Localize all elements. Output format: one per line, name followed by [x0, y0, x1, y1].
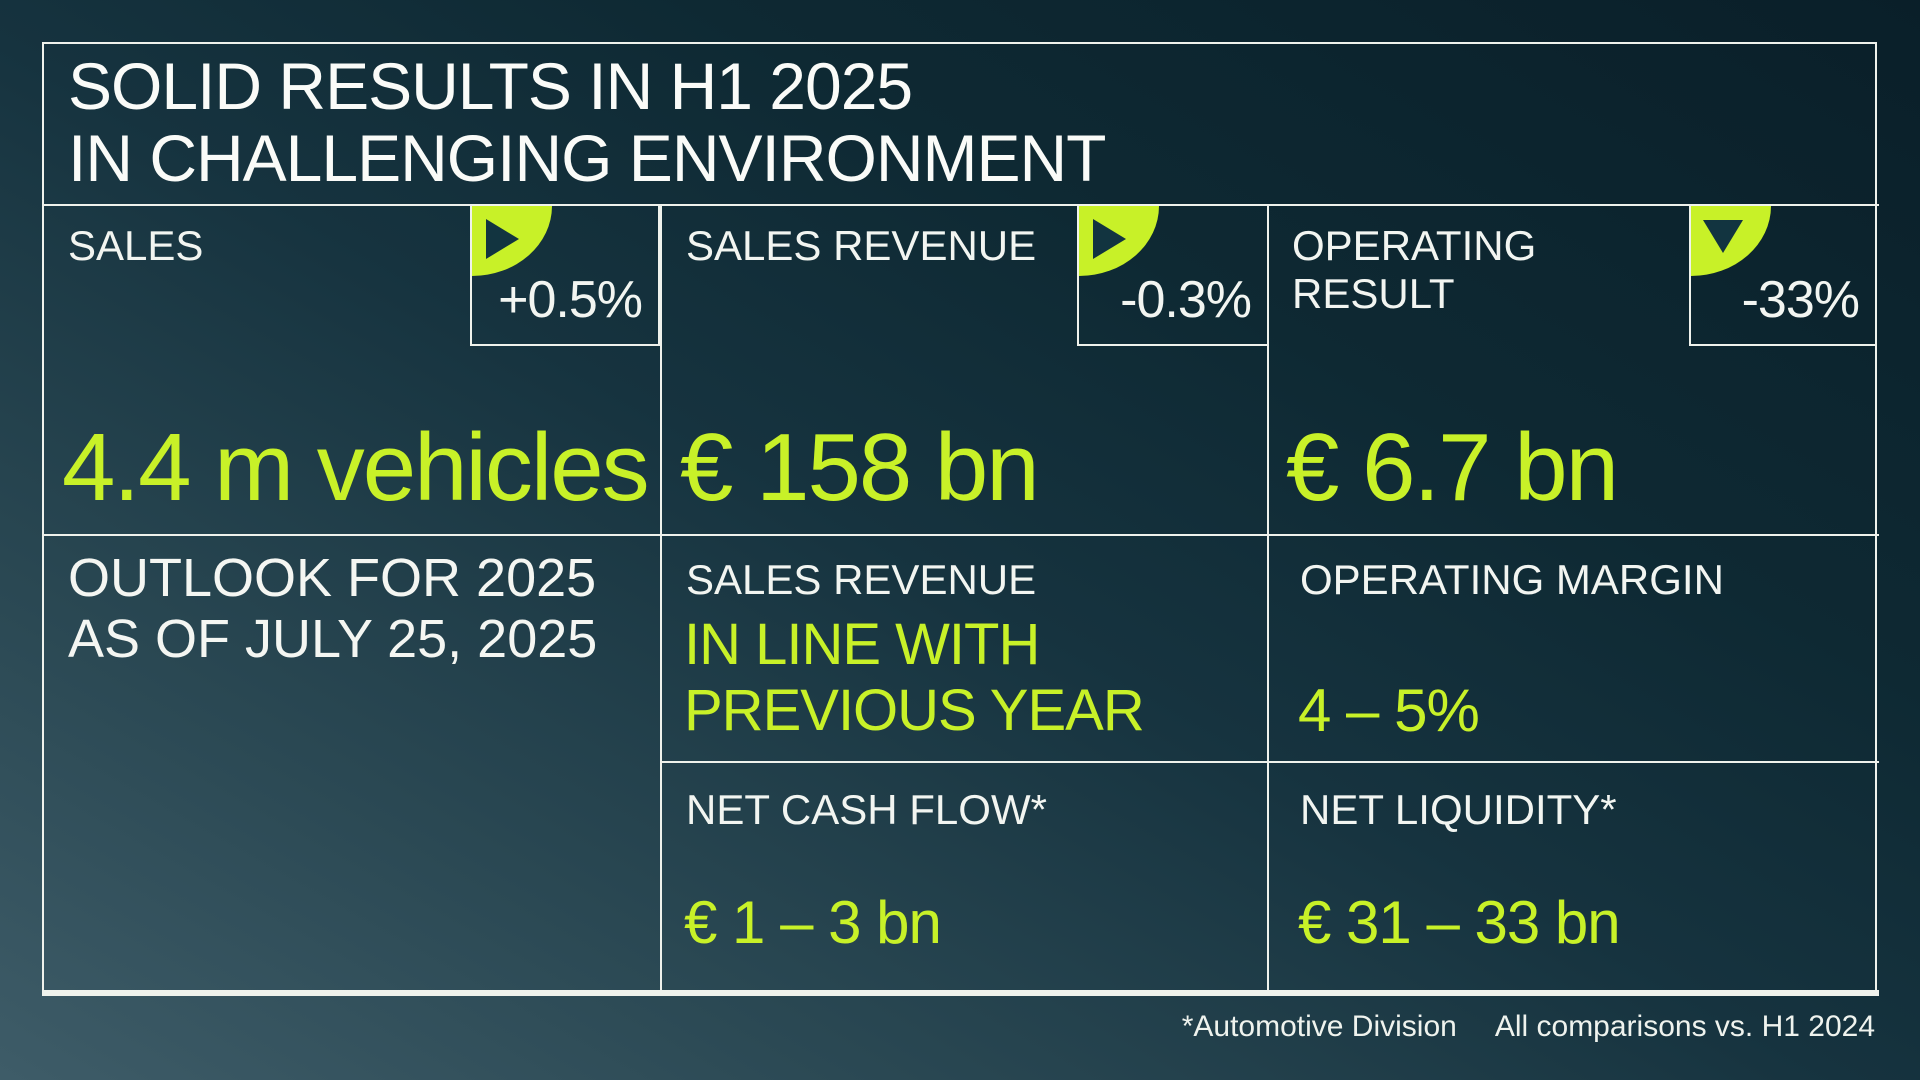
badge-corner-shape [1079, 206, 1159, 276]
outlook-label: NET LIQUIDITY* [1300, 786, 1617, 833]
outlook-value: 4 – 5% [1298, 677, 1480, 744]
outlook-label: SALES REVENUE [686, 556, 1037, 603]
kpi-label: OPERATING RESULT [1292, 222, 1537, 317]
change-badge: -33% [1689, 204, 1877, 346]
outlook-label: NET CASH FLOW* [686, 786, 1047, 833]
slide-title-line1: SOLID RESULTS IN H1 2025 [68, 49, 913, 123]
divider-row2-row3 [660, 761, 1879, 763]
outlook-label: OPERATING MARGIN [1300, 556, 1724, 603]
outlook-heading: OUTLOOK FOR 2025 AS OF JULY 25, 2025 [68, 548, 597, 670]
kpi-value: 4.4 m vehicles [62, 414, 650, 521]
change-badge: -0.3% [1077, 204, 1269, 346]
slide-title-line2: IN CHALLENGING ENVIRONMENT [68, 121, 1106, 195]
change-value: +0.5% [498, 271, 643, 329]
kpi-value: € 158 bn [680, 414, 1040, 521]
footnotes: *Automotive Division All comparisons vs.… [1182, 1010, 1875, 1044]
slide-title: SOLID RESULTS IN H1 2025 IN CHALLENGING … [68, 49, 1106, 195]
outlook-value: IN LINE WITH PREVIOUS YEAR [684, 612, 1145, 743]
trend-down-icon [1703, 220, 1743, 253]
kpi-label: SALES REVENUE [686, 222, 1037, 269]
kpi-label: SALES [68, 222, 204, 269]
change-value: -33% [1741, 271, 1860, 329]
trend-right-icon [486, 219, 519, 259]
grid-bottom-border [42, 990, 1879, 996]
badge-corner-shape [472, 206, 552, 276]
outlook-value: € 1 – 3 bn [684, 889, 942, 956]
outlook-heading-line1: OUTLOOK FOR 2025 [68, 548, 597, 608]
footnote-automotive-division: *Automotive Division [1181, 1010, 1457, 1043]
change-value: -0.3% [1120, 271, 1252, 329]
kpi-value: € 6.7 bn [1286, 414, 1619, 521]
outlook-heading-line2: AS OF JULY 25, 2025 [68, 609, 598, 669]
change-badge: +0.5% [470, 204, 660, 346]
divider-col1-col2 [660, 204, 662, 996]
footnote-comparisons: All comparisons vs. H1 2024 [1494, 1010, 1875, 1043]
divider-row1-row2 [42, 534, 1879, 536]
divider-col2-col3 [1267, 204, 1269, 996]
outlook-value: € 31 – 33 bn [1298, 889, 1621, 956]
divider-title-bottom [42, 204, 1879, 206]
trend-right-icon [1093, 219, 1126, 259]
badge-corner-shape [1691, 206, 1771, 276]
